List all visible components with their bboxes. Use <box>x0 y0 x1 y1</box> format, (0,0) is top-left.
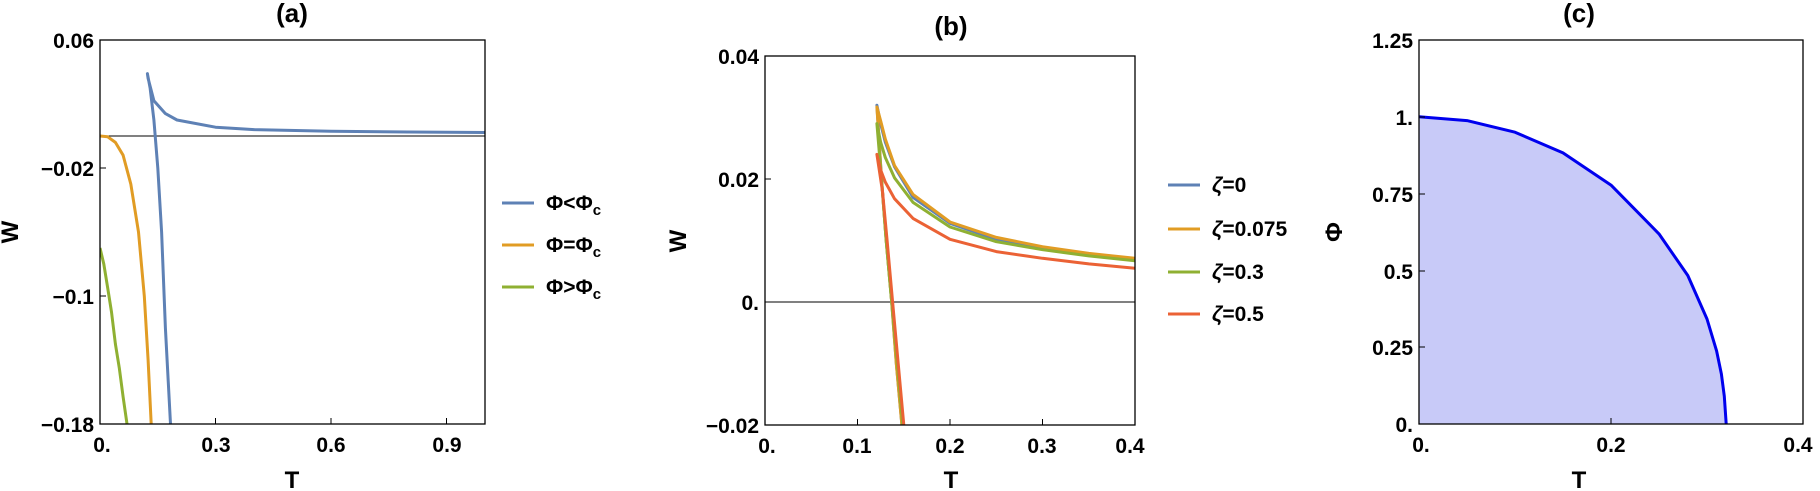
panel-c-xtick-label: 0.2 <box>1596 434 1625 457</box>
legend-entry-zeta: ζ=0.5 <box>1212 303 1264 326</box>
panel-b-xtick-label: 0.2 <box>935 435 964 458</box>
panel-b-xtick-label: 0.3 <box>1027 435 1056 458</box>
panel-a-xtick-label: 0. <box>93 434 111 457</box>
panel-a-xtick-label: 0.3 <box>201 434 230 457</box>
panel-c-ytick-label: 1. <box>1395 107 1413 130</box>
panel-b-ytick-label: 0.02 <box>718 169 759 192</box>
panel-c-series-0-line <box>1419 115 1728 424</box>
legend-entry-phi-less: Φ<Φc <box>546 192 601 219</box>
panel-b-ytick-label: 0. <box>741 292 759 315</box>
panel-b-legend: ζ=0 ζ=0.075 ζ=0.3 ζ=0.5 <box>1168 174 1287 326</box>
panel-c-ylabel: Φ <box>1321 222 1348 242</box>
panel-b-series-2-line <box>875 122 1135 425</box>
panel-b-xtick-label: 0. <box>758 435 776 458</box>
panel-c-xtick-label: 0. <box>1412 434 1430 457</box>
panel-c-title: (c) <box>1563 0 1595 28</box>
legend-entry-zeta: ζ=0.075 <box>1212 218 1287 241</box>
panel-c-ytick-label: 0.25 <box>1372 337 1413 360</box>
panel-a-title: (a) <box>276 0 308 28</box>
legend-entry-phi-equal: Φ=Φc <box>546 234 601 261</box>
panel-c-ytick-label: 0. <box>1395 414 1413 437</box>
panel-a-legend: Φ<Φc Φ=Φc Φ>Φc <box>502 192 601 303</box>
panel-a-ytick-label: 0.06 <box>53 30 94 53</box>
panel-c-area-fill <box>1419 116 1727 424</box>
panel-a-ytick-label: −0.1 <box>53 286 95 309</box>
legend-entry-zeta: ζ=0.3 <box>1212 261 1264 284</box>
panel-b-title: (b) <box>934 11 967 41</box>
panel-a-series-2-line <box>100 247 129 424</box>
panel-c-ytick-label: 0.75 <box>1372 184 1413 207</box>
panel-c-xlabel: T <box>1572 467 1587 491</box>
panel-b-ylabel: W <box>665 229 692 252</box>
legend-entry-zeta: ζ=0 <box>1212 174 1246 197</box>
panel-a-frame <box>99 39 486 425</box>
panel-b: (b) 0.04 0.02 0. −0.02 0. 0.1 0.2 0.3 0.… <box>665 11 1287 491</box>
panel-a-xtick-label: 0.6 <box>316 434 345 457</box>
panel-c: (c) 1.25 1. 0.75 0.5 0.25 0. 0. 0.2 0.4 … <box>1321 0 1813 491</box>
panel-b-ytick-label: 0.04 <box>718 46 759 69</box>
panel-a-xlabel: T <box>285 467 300 491</box>
panel-c-ytick-label: 1.25 <box>1372 30 1413 53</box>
panel-a-series-0-line <box>145 72 485 424</box>
panel-a-ytick-label: −0.18 <box>41 414 94 437</box>
legend-entry-phi-greater: Φ>Φc <box>546 276 601 303</box>
panel-a-xtick-label: 0.9 <box>432 434 461 457</box>
panel-c-xtick-label: 0.4 <box>1783 434 1813 457</box>
panel-a-series-1-line <box>100 134 153 424</box>
panel-c-ytick-label: 0.5 <box>1384 261 1414 284</box>
panel-b-ytick-label: −0.02 <box>706 415 759 438</box>
panel-b-xlabel: T <box>944 467 959 491</box>
panel-b-xtick-label: 0.1 <box>842 435 872 458</box>
panel-b-xtick-label: 0.4 <box>1115 435 1145 458</box>
panel-a-ytick-label: −0.02 <box>41 158 94 181</box>
panel-a: (a) 0.06 −0.02 −0.1 −0.18 0. 0.3 0.6 0.9… <box>0 0 601 491</box>
panel-b-series-3-line <box>875 152 1135 425</box>
panel-a-ylabel: W <box>0 220 24 243</box>
